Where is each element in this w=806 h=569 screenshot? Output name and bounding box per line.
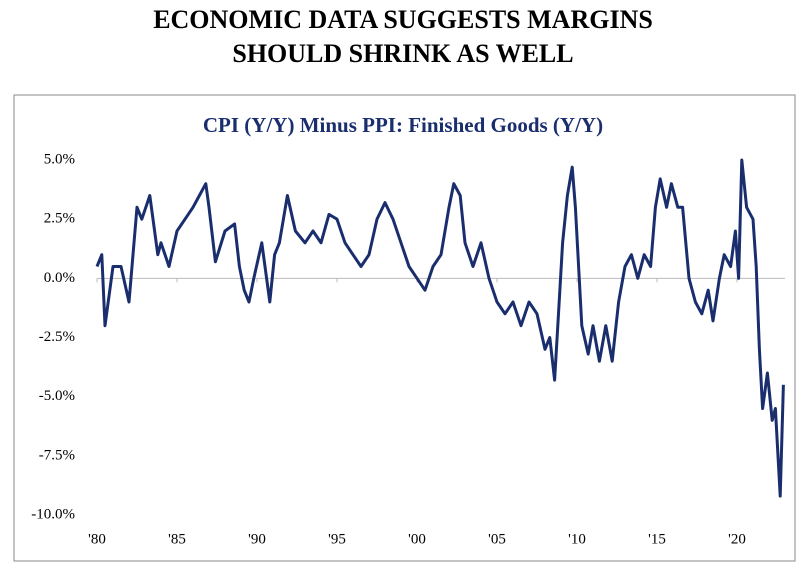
- x-tick-label: '10: [568, 531, 586, 547]
- y-tick-label: 5.0%: [44, 151, 75, 167]
- x-tick-label: '15: [648, 531, 666, 547]
- x-tick-label: '05: [488, 531, 506, 547]
- x-tick-label: '00: [408, 531, 426, 547]
- x-tick-label: '80: [88, 531, 106, 547]
- y-tick-label: -10.0%: [31, 506, 75, 522]
- y-tick-label: -2.5%: [39, 329, 75, 345]
- x-tick-label: '85: [168, 531, 186, 547]
- line-series: [95, 158, 785, 498]
- y-tick-label: -5.0%: [39, 388, 75, 404]
- chart-title: CPI (Y/Y) Minus PPI: Finished Goods (Y/Y…: [203, 113, 603, 137]
- x-tick-label: '95: [328, 531, 346, 547]
- chart-frame: [13, 94, 796, 562]
- page-title: ECONOMIC DATA SUGGESTS MARGINS: [153, 5, 653, 34]
- page-title: SHOULD SHRINK AS WELL: [232, 39, 573, 68]
- y-tick-label: 0.0%: [44, 270, 75, 286]
- x-tick-label: '20: [728, 531, 746, 547]
- x-tick-label: '90: [248, 531, 266, 547]
- y-tick-label: -7.5%: [39, 447, 75, 463]
- y-tick-label: 2.5%: [44, 211, 75, 227]
